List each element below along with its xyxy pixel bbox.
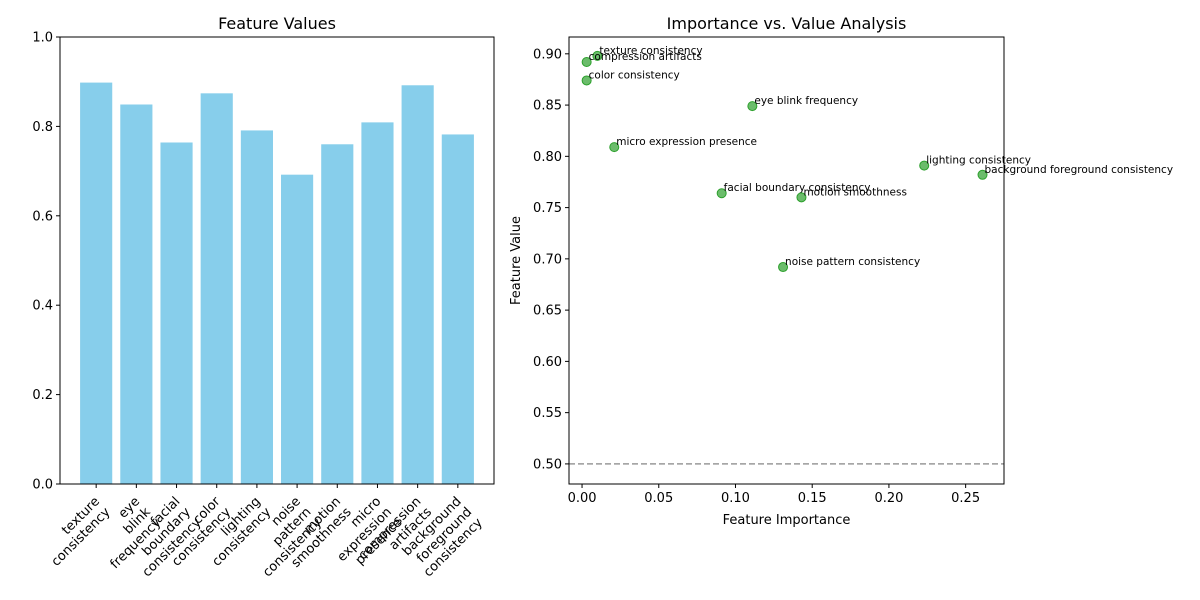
- bar: [200, 93, 233, 485]
- y-tick-label: 0.50: [533, 457, 562, 472]
- point: [581, 75, 592, 86]
- bar: [441, 134, 474, 485]
- point: [977, 169, 988, 180]
- point-label: micro expression presence: [616, 136, 757, 148]
- point-label: texture consistency: [599, 45, 702, 57]
- bar: [361, 122, 394, 484]
- bar: [120, 104, 153, 484]
- point: [581, 57, 592, 68]
- x-tick-label: 0.15: [798, 491, 827, 506]
- bar: [240, 130, 273, 484]
- y-tick-label: 0.0: [32, 478, 53, 493]
- point: [747, 101, 758, 112]
- chart-title: Feature Values: [218, 14, 336, 33]
- bar: [80, 82, 113, 485]
- y-tick-label: 0.70: [533, 252, 562, 267]
- point-label: noise pattern consistency: [785, 256, 920, 268]
- axes-frame: [568, 36, 1005, 485]
- bar: [401, 85, 434, 484]
- bar: [281, 174, 314, 484]
- x-tick-label: 0.05: [644, 491, 673, 506]
- point-label: background foreground consistency: [985, 164, 1174, 176]
- x-tick-label: textureconsistency: [38, 494, 114, 570]
- y-tick-label: 0.80: [533, 150, 562, 165]
- y-tick-label: 0.8: [32, 120, 53, 135]
- point: [592, 50, 603, 61]
- x-tick-label: 0.20: [874, 491, 903, 506]
- point: [796, 192, 807, 203]
- y-tick-label: 0.55: [533, 406, 562, 421]
- x-axis-label: Feature Importance: [723, 513, 851, 528]
- chart-title: Importance vs. Value Analysis: [667, 14, 907, 33]
- point-label: compression artifacts: [589, 51, 702, 63]
- point: [609, 142, 620, 153]
- y-tick-label: 0.90: [533, 47, 562, 62]
- point-label: lighting consistency: [926, 155, 1031, 167]
- x-tick-label: 0.10: [721, 491, 750, 506]
- y-tick-label: 0.65: [533, 304, 562, 319]
- y-axis-label: Feature Value: [509, 216, 524, 305]
- y-tick-label: 0.60: [533, 355, 562, 370]
- bar: [160, 142, 193, 484]
- x-tick-label: 0.25: [951, 491, 980, 506]
- axes-frame: [59, 36, 495, 485]
- point: [778, 262, 789, 273]
- y-tick-label: 0.2: [32, 388, 53, 403]
- point-label: eye blink frequency: [754, 95, 858, 107]
- y-tick-label: 0.6: [32, 209, 53, 224]
- point: [919, 160, 930, 171]
- y-tick-label: 0.85: [533, 99, 562, 114]
- point-label: facial boundary consistency: [724, 182, 871, 194]
- point: [716, 188, 727, 199]
- x-tick-label: 0.00: [568, 491, 597, 506]
- y-tick-label: 0.75: [533, 201, 562, 216]
- y-tick-label: 0.4: [32, 299, 53, 314]
- point-label: color consistency: [589, 69, 680, 81]
- point-label: motion smoothness: [803, 186, 906, 198]
- y-tick-label: 1.0: [32, 31, 53, 46]
- bar: [321, 144, 354, 484]
